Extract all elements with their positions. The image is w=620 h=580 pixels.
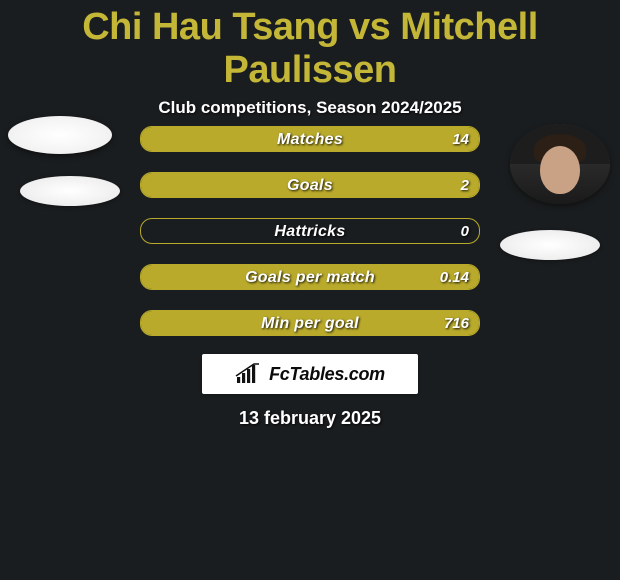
branding-text: FcTables.com <box>269 364 385 385</box>
stat-right-value: 0.14 <box>440 265 469 289</box>
player-left-avatar <box>8 116 112 154</box>
stat-row-goals: Goals 2 <box>140 172 480 198</box>
snapshot-date: 13 february 2025 <box>0 408 620 429</box>
stat-right-value: 0 <box>461 219 469 243</box>
stats-container: Matches 14 Goals 2 Hattricks 0 Goals per… <box>140 126 480 356</box>
stat-label: Hattricks <box>141 219 479 243</box>
stat-row-hattricks: Hattricks 0 <box>140 218 480 244</box>
player-right-flag <box>500 230 600 260</box>
player-right-avatar <box>510 124 610 204</box>
page-subtitle: Club competitions, Season 2024/2025 <box>0 98 620 118</box>
stat-label: Goals per match <box>141 265 479 289</box>
avatar-face <box>540 146 580 194</box>
stat-row-matches: Matches 14 <box>140 126 480 152</box>
page-root: Chi Hau Tsang vs Mitchell Paulissen Club… <box>0 0 620 580</box>
stat-right-value: 14 <box>452 127 469 151</box>
player-left-flag <box>20 176 120 206</box>
stat-row-min-per-goal: Min per goal 716 <box>140 310 480 336</box>
stat-label: Min per goal <box>141 311 479 335</box>
stat-row-goals-per-match: Goals per match 0.14 <box>140 264 480 290</box>
stat-right-value: 716 <box>444 311 469 335</box>
stat-label: Goals <box>141 173 479 197</box>
page-title: Chi Hau Tsang vs Mitchell Paulissen <box>0 0 620 92</box>
branding-box[interactable]: FcTables.com <box>202 354 418 394</box>
chart-icon <box>235 363 263 385</box>
stat-right-value: 2 <box>461 173 469 197</box>
stat-label: Matches <box>141 127 479 151</box>
